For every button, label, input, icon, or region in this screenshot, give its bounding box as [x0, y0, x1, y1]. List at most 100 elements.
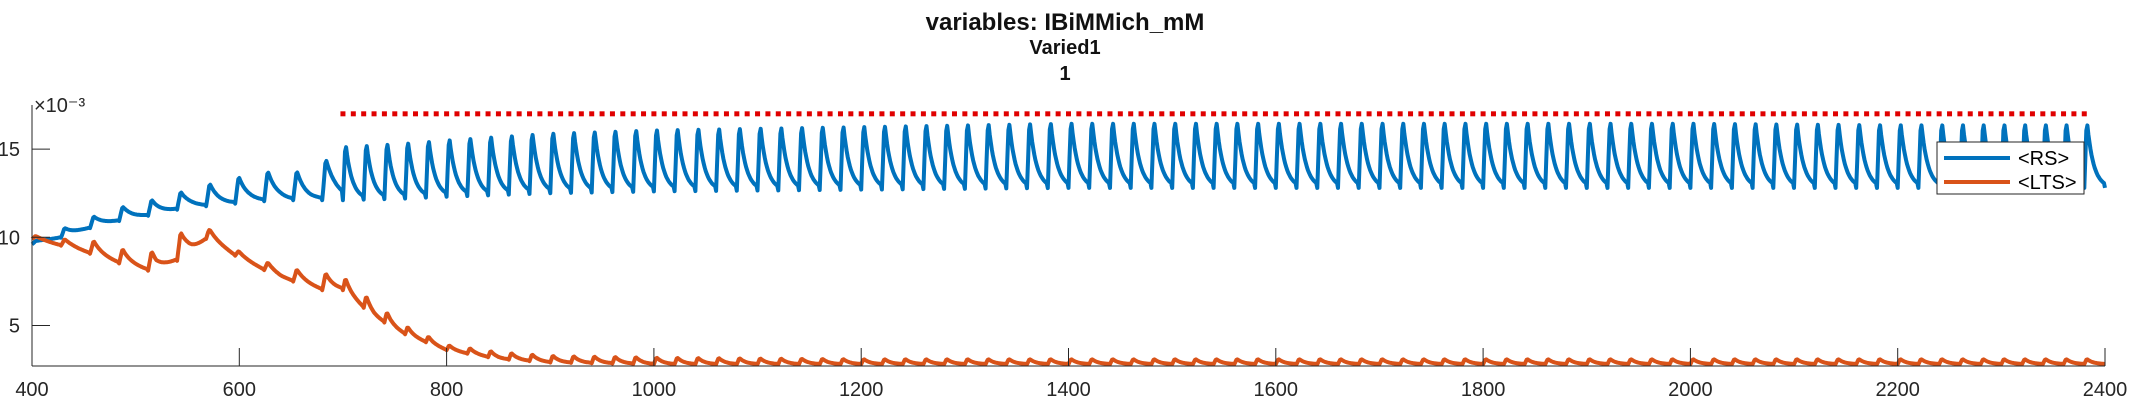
marker-dot	[413, 111, 419, 117]
marker-dot	[713, 111, 719, 117]
marker-dot	[506, 111, 512, 117]
marker-dot	[361, 111, 367, 117]
marker-dot	[1884, 111, 1890, 117]
marker-dot	[1636, 111, 1642, 117]
legend: <RS> <LTS>	[1936, 141, 2085, 195]
marker-dot	[1107, 111, 1113, 117]
marker-dot	[1117, 111, 1123, 117]
marker-dot	[1532, 111, 1538, 117]
marker-dot	[1864, 111, 1870, 117]
marker-dot	[962, 111, 968, 117]
marker-dot	[651, 111, 657, 117]
marker-dot	[1262, 111, 1268, 117]
marker-dot	[1936, 111, 1942, 117]
marker-dot	[1615, 111, 1621, 117]
marker-dot	[2029, 111, 2035, 117]
marker-dot	[1553, 111, 1559, 117]
legend-label-rs: <RS>	[2018, 148, 2069, 170]
marker-dot	[641, 111, 647, 117]
marker-dot	[1812, 111, 1818, 117]
marker-dot	[1190, 111, 1196, 117]
marker-dot	[475, 111, 481, 117]
marker-dot	[1656, 111, 1662, 117]
marker-dot	[1003, 111, 1009, 117]
marker-dot	[817, 111, 823, 117]
marker-dot	[495, 111, 501, 117]
marker-dot	[1231, 111, 1237, 117]
chart-subtitle-index: 1	[1059, 63, 1070, 85]
marker-dot	[1490, 111, 1496, 117]
marker-dot	[692, 111, 698, 117]
marker-dot	[620, 111, 626, 117]
marker-dot	[1667, 111, 1673, 117]
marker-dot	[723, 111, 729, 117]
marker-dot	[558, 111, 564, 117]
x-tick-label: 1600	[1254, 379, 1299, 400]
marker-dot	[1718, 111, 1724, 117]
marker-dot	[1366, 111, 1372, 117]
marker-dot	[1947, 111, 1953, 117]
marker-dot	[1449, 111, 1455, 117]
marker-dot	[1086, 111, 1092, 117]
marker-dot	[1822, 111, 1828, 117]
marker-dot	[2050, 111, 2056, 117]
marker-dot	[941, 111, 947, 117]
marker-dot	[537, 111, 543, 117]
marker-dot	[1739, 111, 1745, 117]
marker-dot	[1563, 111, 1569, 117]
marker-dot	[371, 111, 377, 117]
marker-dot	[589, 111, 595, 117]
marker-dot	[1729, 111, 1735, 117]
marker-dot	[2081, 111, 2087, 117]
marker-dot	[1097, 111, 1103, 117]
x-tick-label: 400	[15, 379, 48, 400]
marker-dot	[630, 111, 636, 117]
marker-dot	[1439, 111, 1445, 117]
marker-dot	[2040, 111, 2046, 117]
marker-dot	[578, 111, 584, 117]
marker-dot	[1180, 111, 1186, 117]
marker-dot	[433, 111, 439, 117]
marker-dot	[1076, 111, 1082, 117]
marker-dot	[951, 111, 957, 117]
marker-dot	[402, 111, 408, 117]
marker-dot	[1646, 111, 1652, 117]
marker-dot	[568, 111, 574, 117]
marker-dot	[827, 111, 833, 117]
x-tick-label: 2000	[1668, 379, 1713, 400]
x-tick-label: 800	[430, 379, 463, 400]
marker-dot	[703, 111, 709, 117]
marker-dot	[1376, 111, 1382, 117]
marker-dot	[2061, 111, 2067, 117]
marker-dot	[1522, 111, 1528, 117]
x-tick-label: 600	[223, 379, 256, 400]
marker-dot	[910, 111, 916, 117]
x-tick-label: 2400	[2083, 379, 2128, 400]
marker-dot	[1781, 111, 1787, 117]
marker-dot	[1252, 111, 1258, 117]
marker-dot	[983, 111, 989, 117]
legend-label-lts: <LTS>	[2018, 172, 2077, 194]
chart-title: variables: IBiMMich_mM	[926, 9, 1205, 36]
marker-dot	[796, 111, 802, 117]
marker-dot	[1221, 111, 1227, 117]
marker-dot	[1770, 111, 1776, 117]
marker-dot	[547, 111, 553, 117]
marker-dot	[1387, 111, 1393, 117]
marker-dot	[1542, 111, 1548, 117]
marker-dot	[1356, 111, 1362, 117]
marker-dot	[1314, 111, 1320, 117]
marker-dot	[755, 111, 761, 117]
marker-dot	[1708, 111, 1714, 117]
marker-dot	[1418, 111, 1424, 117]
marker-dot	[1325, 111, 1331, 117]
series-line-lts	[30, 228, 2106, 367]
marker-dot	[1594, 111, 1600, 117]
marker-dot	[1625, 111, 1631, 117]
marker-dot	[869, 111, 875, 117]
marker-dot	[1335, 111, 1341, 117]
marker-dot	[1698, 111, 1704, 117]
marker-dot	[682, 111, 688, 117]
marker-dot	[1169, 111, 1175, 117]
marker-dot	[485, 111, 491, 117]
